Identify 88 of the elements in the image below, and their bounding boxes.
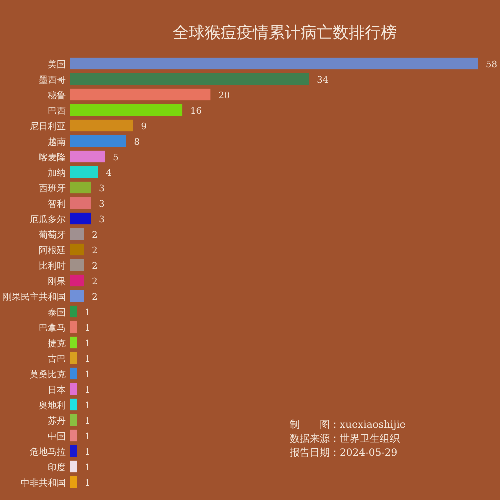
data-label: 8 bbox=[134, 138, 140, 148]
bar bbox=[70, 398, 78, 411]
data-label: 1 bbox=[85, 354, 91, 365]
data-label: 2 bbox=[92, 246, 98, 256]
y-tick-label: 中非共和国 bbox=[21, 478, 66, 489]
y-tick-label: 比利时 bbox=[39, 260, 66, 272]
bar bbox=[70, 197, 92, 210]
y-tick-label: 捷克 bbox=[48, 338, 66, 350]
bar bbox=[70, 120, 134, 132]
y-tick-label: 智利 bbox=[48, 198, 66, 210]
data-label: 9 bbox=[141, 122, 148, 132]
bar bbox=[70, 460, 78, 473]
data-label: 2 bbox=[92, 277, 98, 288]
bar bbox=[70, 414, 78, 426]
bar bbox=[70, 274, 84, 287]
bar bbox=[70, 321, 78, 334]
data-label: 1 bbox=[85, 308, 91, 318]
bar bbox=[70, 476, 78, 488]
bar bbox=[70, 445, 78, 458]
data-label: 1 bbox=[85, 401, 91, 412]
annotation: 制 图：xuexiaoshijie bbox=[290, 419, 406, 431]
y-tick-label: 秘鲁 bbox=[48, 90, 66, 102]
bar bbox=[70, 352, 78, 364]
y-tick-label: 莫桑比克 bbox=[30, 369, 66, 380]
bar bbox=[70, 166, 98, 178]
bar bbox=[70, 150, 106, 163]
bar bbox=[70, 336, 78, 349]
bar bbox=[70, 104, 183, 116]
bar bbox=[70, 58, 478, 70]
bar bbox=[70, 182, 92, 194]
annotation: 数据来源：世界卫生组织 bbox=[290, 433, 400, 445]
y-tick-label: 印度 bbox=[48, 462, 66, 474]
bar bbox=[70, 73, 310, 86]
bar bbox=[70, 306, 78, 318]
bar bbox=[70, 88, 211, 101]
y-tick-label: 危地马拉 bbox=[30, 446, 66, 458]
bar bbox=[70, 228, 84, 240]
bar bbox=[70, 383, 78, 396]
y-tick-label: 加纳 bbox=[48, 168, 66, 179]
data-label: 4 bbox=[106, 168, 112, 179]
y-tick-label: 喀麦隆 bbox=[39, 152, 66, 164]
y-tick-label: 古巴 bbox=[48, 354, 66, 365]
y-tick-label: 葡萄牙 bbox=[39, 230, 66, 241]
bar bbox=[70, 430, 78, 442]
data-label: 3 bbox=[99, 200, 106, 210]
data-label: 1 bbox=[85, 478, 91, 489]
bar bbox=[70, 244, 84, 256]
data-label: 1 bbox=[85, 432, 91, 442]
data-label: 3 bbox=[99, 184, 106, 194]
bar bbox=[70, 290, 84, 302]
data-label: 1 bbox=[85, 324, 91, 334]
bar bbox=[70, 212, 92, 225]
data-label: 1 bbox=[85, 463, 91, 474]
y-tick-label: 越南 bbox=[48, 136, 66, 148]
data-label: 1 bbox=[85, 448, 91, 458]
bar bbox=[70, 259, 84, 272]
data-label: 1 bbox=[85, 386, 91, 396]
data-label: 2 bbox=[92, 262, 98, 272]
data-label: 5 bbox=[113, 153, 120, 164]
y-tick-label: 厄瓜多尔 bbox=[30, 214, 66, 226]
y-tick-label: 奥地利 bbox=[39, 400, 66, 412]
y-tick-label: 中国 bbox=[48, 431, 66, 442]
y-tick-label: 尼日利亚 bbox=[30, 121, 66, 132]
data-label: 1 bbox=[85, 416, 91, 427]
bar bbox=[70, 135, 126, 148]
data-label: 58 bbox=[486, 60, 498, 70]
bar bbox=[70, 368, 78, 380]
y-tick-label: 巴西 bbox=[48, 106, 66, 117]
data-label: 34 bbox=[317, 76, 329, 86]
y-tick-label: 墨西哥 bbox=[39, 74, 66, 86]
y-tick-label: 刚果 bbox=[48, 276, 66, 288]
chart-title: 全球猴痘疫情累计病亡数排行榜 bbox=[173, 23, 397, 42]
y-tick-label: 美国 bbox=[48, 59, 66, 70]
data-label: 16 bbox=[190, 106, 202, 117]
data-label: 3 bbox=[99, 215, 106, 226]
y-tick-label: 苏丹 bbox=[48, 416, 66, 427]
y-tick-label: 阿根廷 bbox=[39, 245, 66, 256]
data-label: 20 bbox=[218, 91, 230, 102]
y-tick-label: 刚果民主共和国 bbox=[3, 292, 66, 303]
y-tick-label: 巴拿马 bbox=[39, 322, 66, 334]
data-label: 1 bbox=[85, 370, 91, 380]
y-tick-label: 西班牙 bbox=[39, 183, 66, 194]
y-tick-label: 泰国 bbox=[48, 307, 66, 318]
annotation: 报告日期：2024-05-29 bbox=[289, 447, 398, 459]
y-tick-label: 日本 bbox=[48, 384, 66, 396]
data-label: 1 bbox=[85, 339, 91, 350]
data-label: 2 bbox=[92, 230, 98, 241]
data-label: 2 bbox=[92, 292, 98, 303]
